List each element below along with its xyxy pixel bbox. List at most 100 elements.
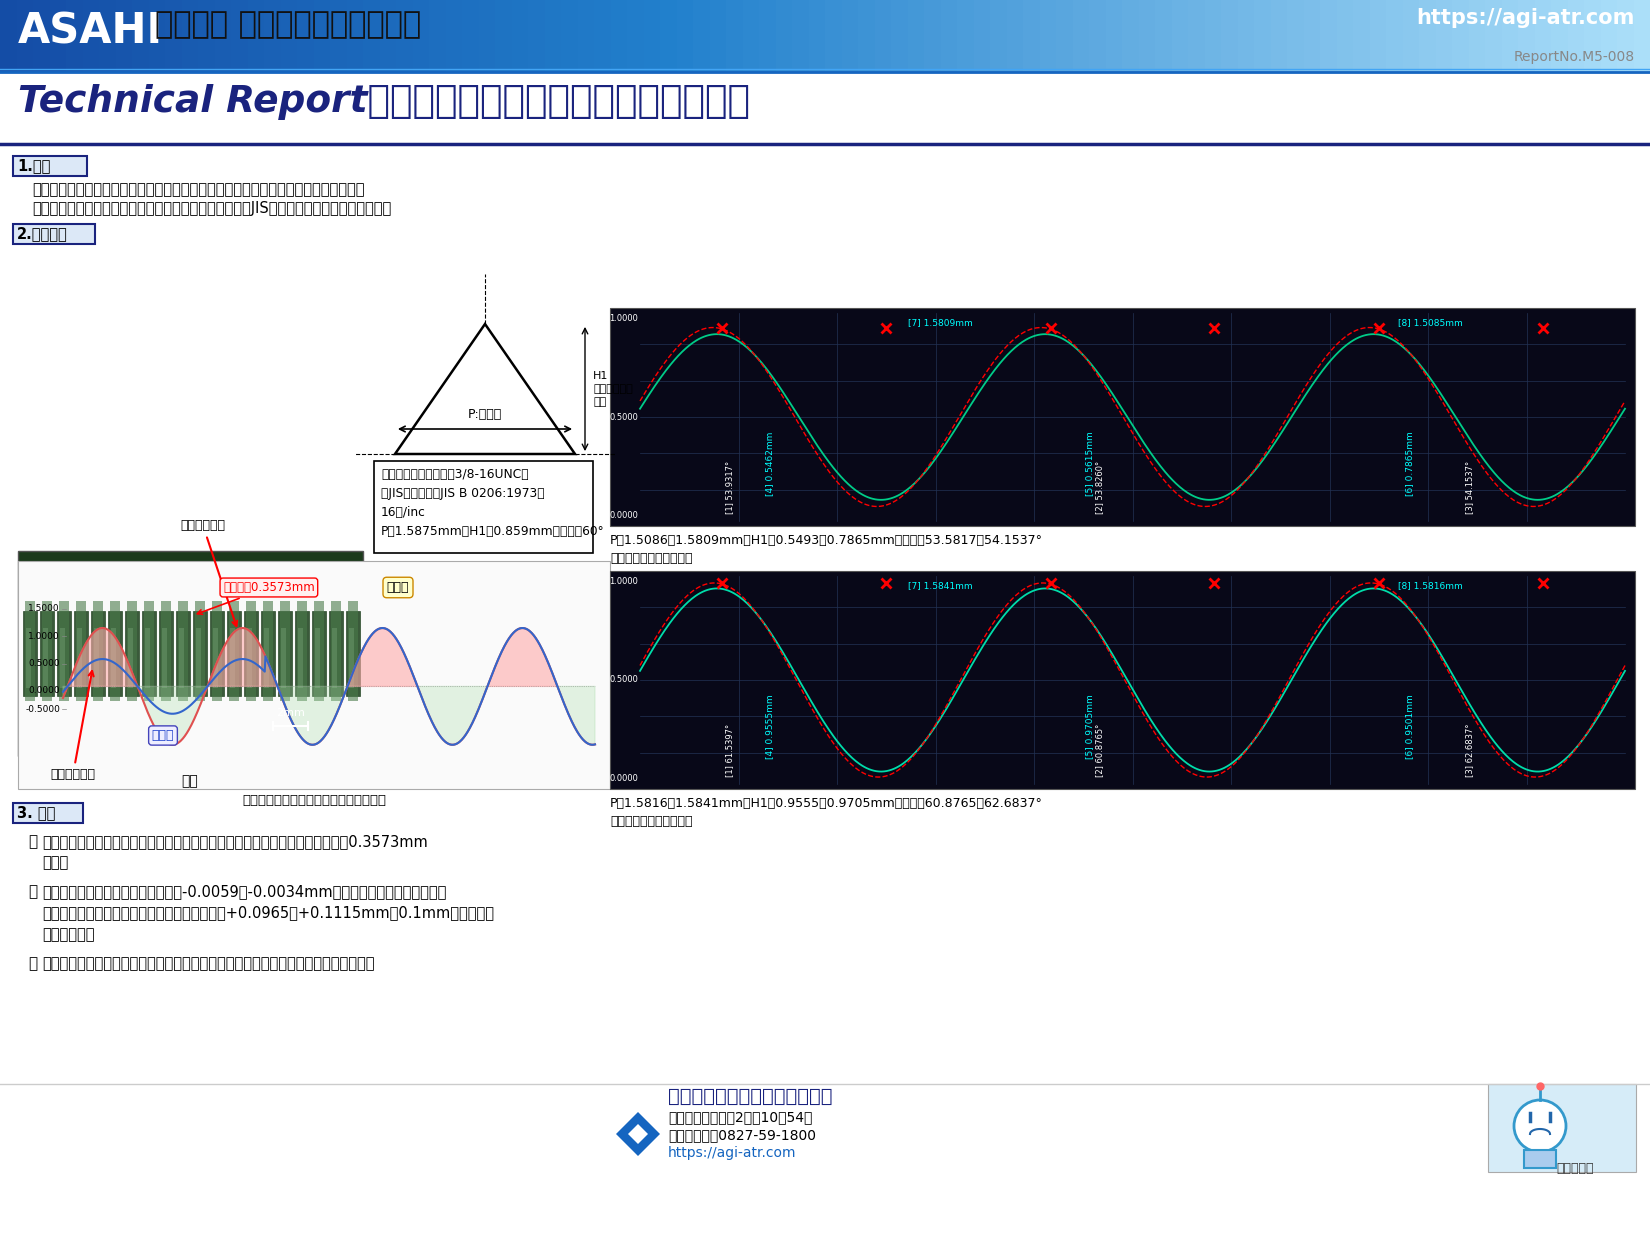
Bar [332,601,342,702]
Bar [158,611,173,695]
Bar [328,611,343,695]
Bar [412,0,431,72]
Bar [280,628,285,688]
Bar [1436,0,1454,72]
Bar [162,601,172,702]
Text: 株式会社アサヒテクノリサーチ: 株式会社アサヒテクノリサーチ [668,1087,833,1106]
FancyBboxPatch shape [13,802,83,824]
Bar [210,611,224,695]
Bar [776,0,794,72]
Bar [74,611,87,695]
Bar [726,0,744,72]
Text: [8] 1.5085mm: [8] 1.5085mm [1398,318,1462,327]
Bar [1172,0,1190,72]
Bar [76,601,86,702]
Bar [92,601,102,702]
Text: 広島県大竹市晴海2丁目10番54号: 広島県大竹市晴海2丁目10番54号 [668,1110,812,1125]
Bar [211,601,223,702]
Bar [1584,0,1602,72]
Bar [41,601,53,702]
Bar [1122,0,1140,72]
Bar [1634,0,1650,72]
Bar [178,601,188,702]
Text: 0.5000: 0.5000 [28,659,59,668]
Text: 0.0000: 0.0000 [609,774,639,782]
Bar [111,628,116,688]
Bar [229,628,234,688]
Bar [228,611,241,695]
Bar [891,0,909,72]
Text: 角度: 角度 [518,464,531,476]
Polygon shape [615,1112,660,1156]
Bar [528,0,546,72]
Bar [348,601,358,702]
Text: H1
ひっかかりの
高さ: H1 ひっかかりの 高さ [592,371,632,407]
Bar [299,628,304,688]
Text: 健全部のねじ山形状計測: 健全部のねじ山形状計測 [610,815,693,829]
Text: テクノ教授: テクノ教授 [1556,1162,1594,1176]
Bar [107,611,122,695]
Bar [165,0,183,72]
Bar [1287,0,1305,72]
Bar [594,0,612,72]
Text: 1.0000: 1.0000 [609,315,639,323]
Bar [1336,0,1355,72]
Bar [94,628,99,688]
Bar [842,0,860,72]
Text: 0.5000: 0.5000 [609,675,639,684]
Bar [561,0,579,72]
Circle shape [1515,1100,1566,1152]
Bar [78,628,82,688]
Bar [1353,0,1371,72]
Bar [148,0,167,72]
Bar [91,611,106,695]
Text: ReportNo.M5-008: ReportNo.M5-008 [1515,50,1635,63]
Bar [111,601,120,702]
Bar [825,0,843,72]
Bar [1370,0,1388,72]
Text: P：1.5816～1.5841mm、H1：0.9555～0.9705mm、角度：60.8765～62.6837°: P：1.5816～1.5841mm、H1：0.9555～0.9705mm、角度：… [610,797,1043,810]
Bar [462,0,480,72]
Bar [332,628,337,688]
Text: -0.5000: -0.5000 [25,704,59,714]
Bar [1468,0,1487,72]
Bar [578,0,596,72]
Bar [280,0,299,72]
Bar [162,628,167,688]
Text: 2mm: 2mm [276,708,305,718]
Bar [280,601,290,702]
Bar [742,0,761,72]
Bar [1254,0,1272,72]
Bar [23,628,348,678]
Text: [4] 0.5462mm: [4] 0.5462mm [766,432,774,496]
Bar [314,0,332,72]
Text: [2] 53.8260°: [2] 53.8260° [1096,460,1104,514]
Bar [145,628,150,688]
Bar [264,628,269,688]
Bar [18,551,363,756]
Bar [314,601,323,702]
Bar [957,0,975,72]
Text: [7] 1.5841mm: [7] 1.5841mm [908,581,972,590]
Text: 3. 結果: 3. 結果 [16,805,56,820]
Bar [1534,0,1553,72]
Text: 1.0000: 1.0000 [609,577,639,586]
Bar [40,611,54,695]
Bar [1106,0,1124,72]
Bar [182,0,200,72]
Bar [1502,0,1520,72]
Bar [178,628,185,688]
Bar [1089,0,1107,72]
Bar [99,0,117,72]
Text: [8] 1.5816mm: [8] 1.5816mm [1398,581,1462,590]
Bar [25,601,35,702]
Polygon shape [629,1125,648,1144]
Text: 角度: 角度 [437,464,452,476]
Text: ねじ山について形状計測を行い、健全部と損傷部並びにJIS規格値との比較を行いました。: ねじ山について形状計測を行い、健全部と損傷部並びにJIS規格値との比較を行いまし… [31,202,391,216]
Text: ボルトのねじ山に損傷があり十分に締まらない状況では破断に至る恐れがあります。: ボルトのねじ山に損傷があり十分に締まらない状況では破断に至る恐れがあります。 [31,182,365,197]
Bar [330,0,348,72]
Bar [214,0,233,72]
Bar [858,0,876,72]
Text: 損傷部: 損傷部 [152,729,175,741]
Bar [193,611,206,695]
